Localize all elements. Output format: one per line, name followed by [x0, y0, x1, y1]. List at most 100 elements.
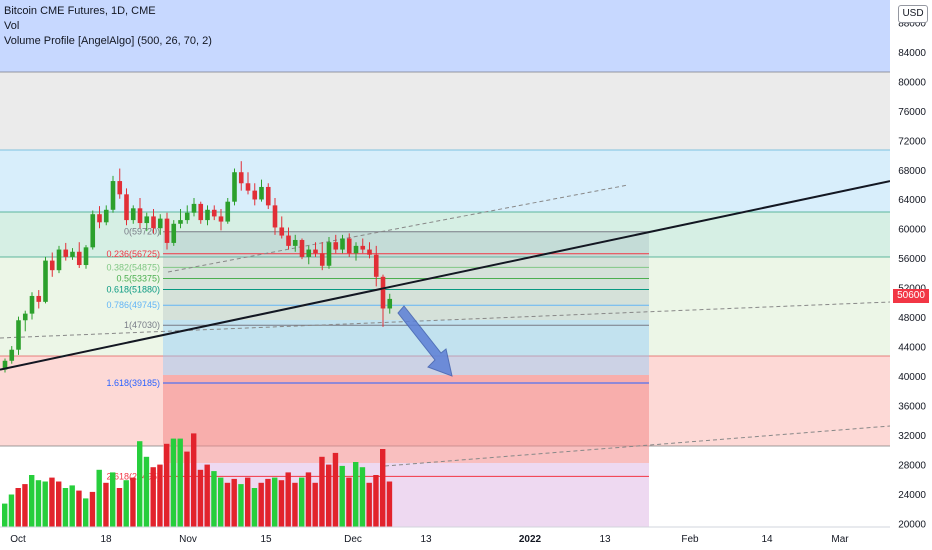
candle-28	[191, 198, 197, 217]
candle-body	[63, 249, 69, 257]
time-tick-1: 18	[100, 534, 112, 545]
price-tick-4: 36000	[898, 401, 926, 412]
candle-body	[353, 245, 359, 254]
fib-label-7: 1.618(39185)	[106, 378, 160, 388]
candle-body	[124, 194, 129, 221]
volume-bar-47	[319, 456, 325, 527]
volume-bar-38	[258, 482, 264, 527]
volume-bar-55	[373, 475, 379, 527]
volume-bar-25	[170, 438, 177, 527]
volume-bar-30	[204, 464, 210, 527]
price-tick-13: 72000	[898, 136, 926, 147]
volume-bar-19	[130, 477, 136, 527]
volume-bar-8	[56, 481, 62, 527]
candle-body	[360, 245, 366, 250]
candle-body	[292, 239, 298, 246]
candle-6	[43, 256, 48, 304]
candle-body	[205, 209, 210, 221]
candle-body	[238, 172, 244, 184]
volume-bar-43	[292, 482, 298, 527]
candle-body	[191, 203, 197, 213]
volume-bar-54	[366, 482, 372, 527]
fib-box-purple	[163, 463, 649, 527]
candle-body	[157, 218, 163, 229]
volume-bar-39	[265, 478, 271, 527]
candle-36	[245, 172, 251, 195]
volume-bar-46	[312, 482, 318, 527]
price-tick-14: 76000	[898, 107, 926, 118]
price-tick-7: 48000	[898, 313, 926, 324]
candle-45	[306, 245, 312, 265]
candle-21	[144, 212, 150, 232]
volume-bar-4	[29, 475, 35, 527]
candle-5	[36, 290, 42, 309]
price-tick-17: 88000	[898, 18, 926, 29]
candle-body	[319, 253, 325, 266]
volume-bar-3	[22, 484, 28, 527]
currency-selector[interactable]: USD	[898, 5, 928, 23]
candle-14	[97, 206, 102, 229]
candle-13	[90, 210, 96, 250]
candle-body	[265, 186, 271, 206]
legend-symbol[interactable]: Bitcoin CME Futures, 1D, CME	[4, 5, 156, 17]
dashed-channel-low	[384, 425, 891, 467]
volume-bar-12	[83, 498, 89, 527]
candle-body	[97, 214, 102, 223]
fib-label-2: 0.382(54875)	[106, 262, 160, 272]
legend-volume[interactable]: Vol	[4, 20, 20, 32]
volume-bar-2	[15, 488, 21, 527]
volume-bar-34	[231, 478, 237, 527]
fib-label-1: 0.236(56725)	[106, 249, 160, 259]
candle-body	[29, 295, 35, 314]
candle-body	[184, 212, 190, 221]
price-tick-10: 60000	[898, 225, 926, 236]
candle-body	[16, 320, 21, 350]
candle-2	[16, 316, 21, 355]
candle-49	[333, 234, 339, 254]
volume-bar-37	[251, 488, 258, 527]
candle-body	[144, 216, 150, 224]
zone-green	[0, 257, 890, 356]
volume-bar-5	[35, 480, 42, 527]
volume-bar-56	[380, 449, 386, 527]
time-tick-0: Oct	[10, 534, 26, 545]
candle-body	[56, 249, 62, 271]
legend-indicator[interactable]: Volume Profile [AngelAlgo] (500, 26, 70,…	[4, 35, 212, 47]
candle-body	[306, 249, 312, 257]
candle-body	[164, 218, 170, 243]
time-tick-4: Dec	[344, 534, 362, 545]
candle-body	[346, 238, 352, 254]
volume-bar-28	[191, 433, 197, 527]
fib-label-4: 0.618(51880)	[106, 284, 160, 294]
price-tick-5: 40000	[898, 372, 926, 383]
candle-12	[83, 245, 89, 269]
volume-bar-7	[49, 477, 55, 527]
volume-bar-24	[164, 443, 170, 527]
candle-body	[313, 249, 318, 254]
volume-bar-20	[137, 441, 143, 527]
volume-bar-15	[103, 482, 109, 527]
volume-bar-49	[332, 452, 339, 527]
candle-19	[130, 205, 136, 224]
candle-body	[245, 183, 251, 191]
time-tick-8: Feb	[681, 534, 699, 545]
volume-bar-18	[123, 480, 129, 527]
fib-label-3: 0.5(53375)	[116, 273, 160, 283]
volume-bar-32	[218, 477, 224, 527]
candle-body	[232, 172, 237, 202]
volume-bar-29	[197, 469, 204, 527]
candle-37	[252, 183, 258, 206]
price-tick-6: 44000	[898, 343, 926, 354]
price-tick-2: 28000	[898, 460, 926, 471]
candle-body	[373, 254, 379, 277]
fib-label-5: 0.786(49745)	[106, 300, 160, 310]
zone-blue-top	[0, 0, 890, 72]
candle-body	[259, 186, 264, 200]
candle-body	[83, 247, 89, 266]
volume-bar-51	[346, 477, 352, 527]
candle-body	[340, 238, 345, 250]
fib-label-8: 2.618(26495)	[106, 471, 160, 481]
volume-bar-17	[116, 488, 123, 527]
candle-42	[286, 227, 291, 250]
